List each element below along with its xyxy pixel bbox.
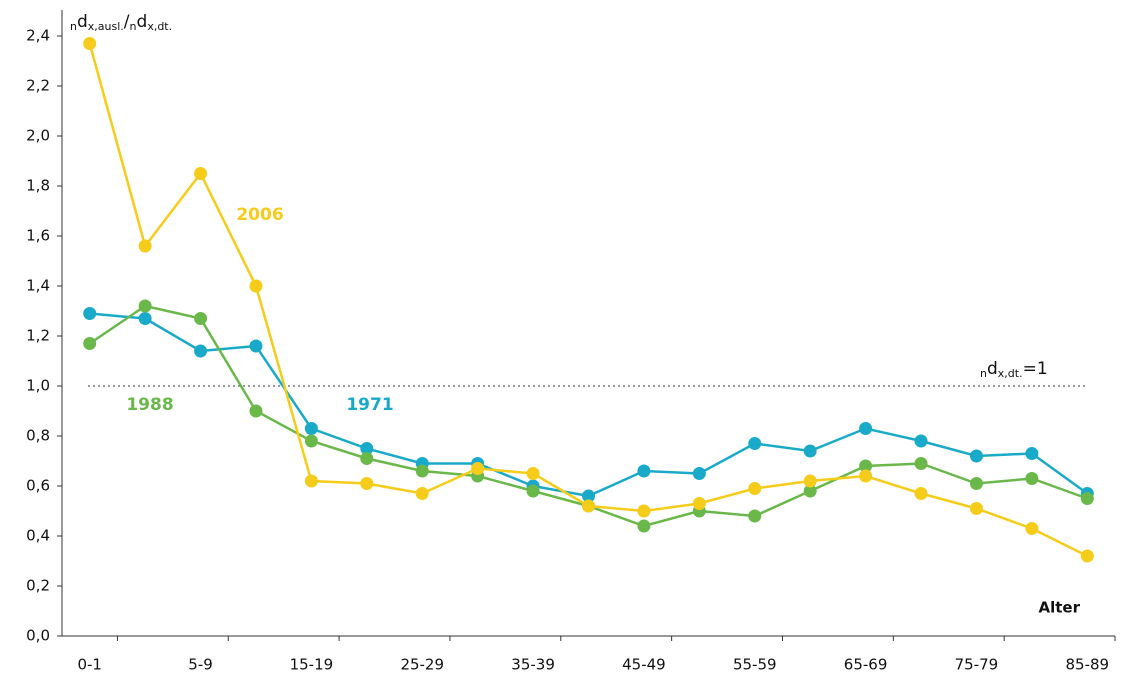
label-part: / <box>124 12 130 32</box>
point <box>803 474 817 488</box>
point <box>914 457 928 470</box>
y-tick-label: 2,0 <box>26 127 50 145</box>
y-tick-label: 2,4 <box>26 27 50 45</box>
y-tick-label: 0,4 <box>26 527 50 545</box>
point <box>692 467 706 480</box>
point <box>637 504 651 518</box>
label-part: x,dt. <box>147 20 172 33</box>
y-tick-label: 1,0 <box>26 377 50 395</box>
point <box>194 167 208 180</box>
point <box>138 299 152 313</box>
x-tick-label: 25-29 <box>400 656 444 674</box>
x-tick-label: 15-19 <box>290 656 334 674</box>
label-part: d <box>137 12 148 32</box>
point <box>859 469 873 483</box>
y-tick-label: 1,2 <box>26 327 50 345</box>
y-tick-label: 2,2 <box>26 77 50 95</box>
x-tick-label: 55-59 <box>733 656 777 674</box>
y-tick-label: 0,6 <box>26 477 50 495</box>
label-part: =1 <box>1023 359 1048 379</box>
series-label: 2006 <box>236 205 283 225</box>
label: ndx,dt.=1 <box>980 359 1048 380</box>
point <box>83 37 97 50</box>
point <box>415 487 429 500</box>
point <box>526 467 540 480</box>
point <box>969 502 983 515</box>
point <box>803 444 817 458</box>
point <box>1025 447 1039 460</box>
point <box>83 307 97 320</box>
point <box>194 344 208 358</box>
label: ndx,ausl./ndx,dt. <box>70 12 172 33</box>
point <box>914 487 928 500</box>
y-tick-label: 1,6 <box>26 227 50 245</box>
point <box>637 464 651 478</box>
point <box>803 484 817 498</box>
series-label: 1988 <box>126 395 173 415</box>
x-tick-label: 5-9 <box>188 656 213 674</box>
label-part: x,dt. <box>998 367 1023 380</box>
point <box>859 459 873 473</box>
series-label: 1971 <box>346 395 393 415</box>
point <box>360 477 374 490</box>
point <box>582 499 595 513</box>
point <box>360 442 374 455</box>
x-tick-label: 45-49 <box>622 656 666 674</box>
point <box>969 477 983 490</box>
point <box>748 509 762 523</box>
label-part: n <box>130 20 137 33</box>
point <box>249 404 263 418</box>
x-tick-label: 0-1 <box>77 656 102 674</box>
y-tick-label: 1,8 <box>26 177 50 195</box>
point <box>1080 492 1094 505</box>
point <box>582 489 595 503</box>
point <box>526 484 540 498</box>
label-part: n <box>70 20 77 33</box>
y-tick-label: 0,0 <box>26 627 50 645</box>
point <box>194 312 208 325</box>
point <box>748 437 762 450</box>
label-part: n <box>980 367 987 380</box>
point <box>249 339 263 353</box>
point <box>138 312 152 325</box>
point <box>360 452 374 465</box>
x-tick-label: 35-39 <box>511 656 555 674</box>
point <box>969 449 983 463</box>
point <box>304 422 318 435</box>
point <box>304 434 318 448</box>
label-part: d <box>987 359 998 379</box>
y-tick-label: 1,4 <box>26 277 50 295</box>
x-tick-label: 65-69 <box>844 656 888 674</box>
point <box>859 422 873 435</box>
point <box>1025 522 1039 535</box>
label-part: x,ausl. <box>88 20 124 33</box>
point <box>1080 549 1094 563</box>
x-tick-label: 75-79 <box>955 656 999 674</box>
point <box>304 474 318 488</box>
point <box>914 434 928 448</box>
series-line <box>88 43 1088 558</box>
point <box>471 462 485 475</box>
point <box>1025 472 1039 485</box>
point <box>138 239 152 253</box>
point <box>249 279 263 293</box>
point <box>748 482 762 495</box>
y-tick-label: 0,2 <box>26 577 50 595</box>
point <box>415 464 429 478</box>
y-tick-label: 0,8 <box>26 427 50 445</box>
point <box>83 337 97 350</box>
point <box>637 519 651 533</box>
x-axis-label: Alter <box>1039 599 1081 617</box>
point <box>692 497 706 510</box>
x-tick-label: 85-89 <box>1065 656 1109 674</box>
label-part: d <box>77 12 88 32</box>
